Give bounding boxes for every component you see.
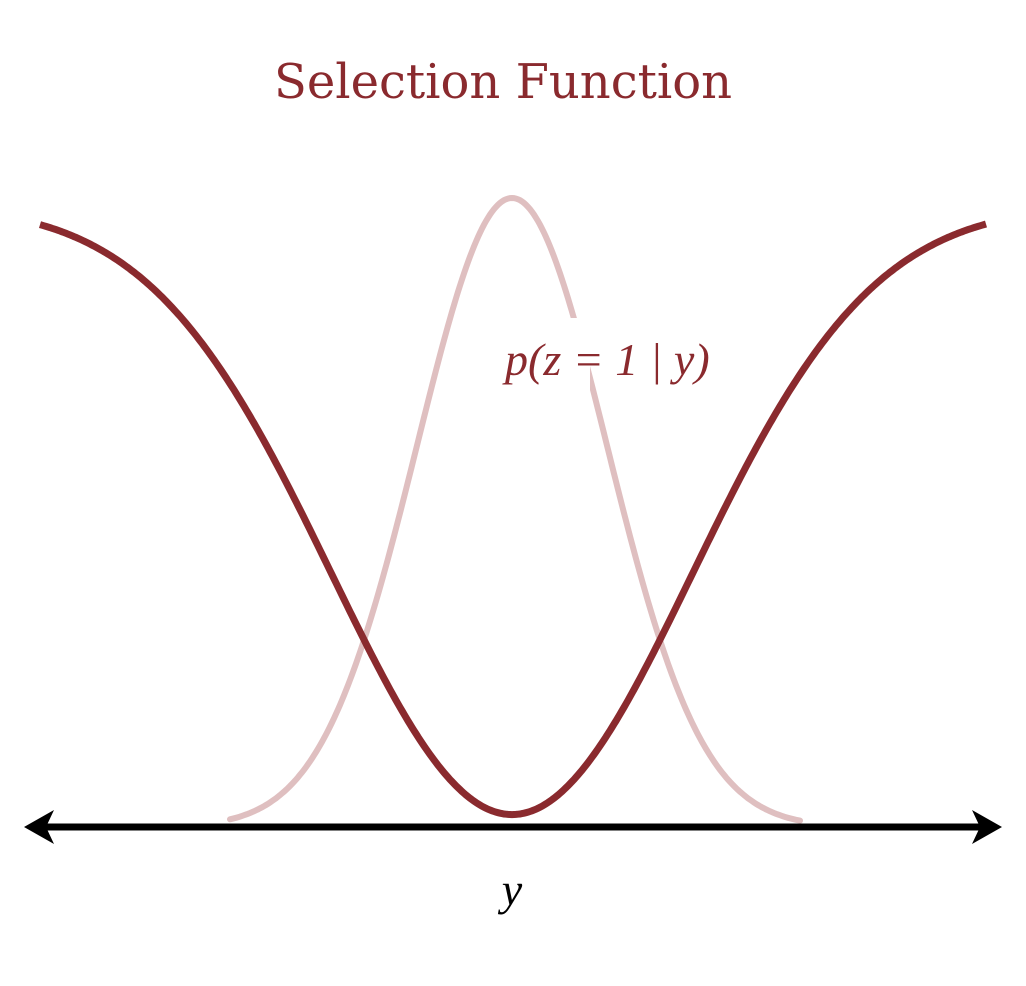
curve-label: p(z = 1 | y) [502, 334, 710, 385]
density-curve [227, 194, 803, 824]
axis-arrow-left-icon [24, 810, 54, 844]
figure-title: Selection Function [274, 54, 732, 110]
axis-label: y [498, 864, 523, 915]
axis-arrow-right-icon [972, 810, 1002, 844]
selection-function-curve [38, 220, 988, 819]
label-background [540, 318, 590, 402]
